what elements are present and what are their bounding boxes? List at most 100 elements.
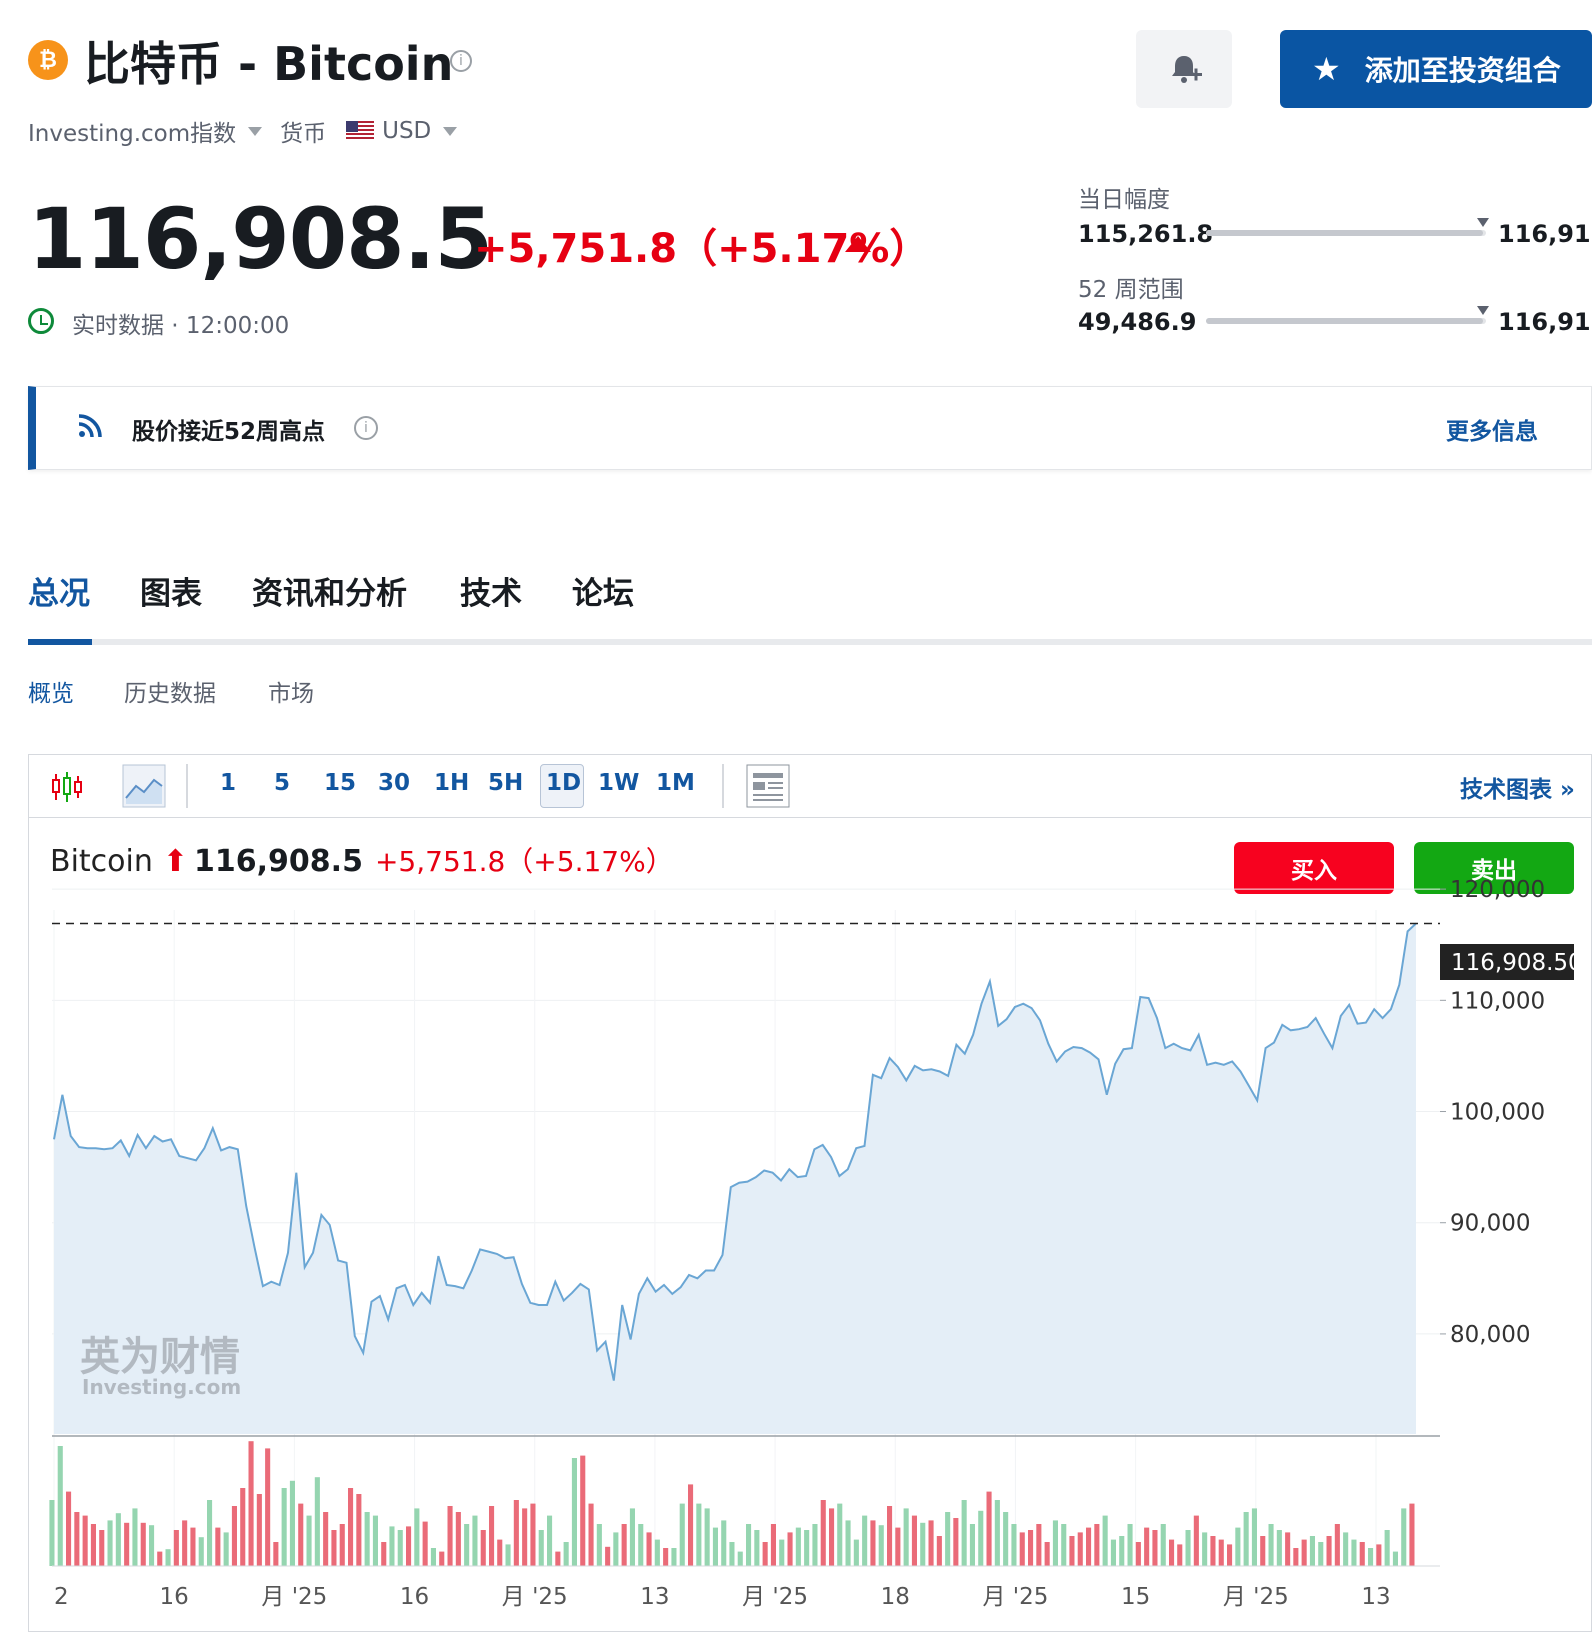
volume-bar	[1011, 1524, 1017, 1566]
volume-bar	[1003, 1512, 1009, 1566]
timeframe-15[interactable]: 15	[324, 770, 357, 796]
volume-bar	[1144, 1527, 1150, 1566]
chevron-down-icon[interactable]	[443, 126, 458, 136]
more-info-link[interactable]: 更多信息	[1446, 419, 1538, 445]
volume-bar	[372, 1515, 378, 1566]
volume-bar	[555, 1551, 561, 1566]
subtab-markets[interactable]: 市场	[268, 681, 314, 707]
volume-bar	[240, 1488, 246, 1566]
volume-bar	[1326, 1536, 1332, 1566]
y-tick-label: 110,000	[1450, 988, 1545, 1014]
last-price: 116,908.5	[28, 190, 493, 288]
volume-bar	[1193, 1515, 1199, 1566]
volume-bar	[1152, 1530, 1158, 1566]
buy-button[interactable]: 买入	[1234, 842, 1394, 894]
tab-divider	[28, 639, 1592, 645]
volume-bar	[66, 1491, 72, 1566]
volume-bar	[356, 1494, 362, 1566]
volume-bar	[381, 1542, 387, 1566]
volume-bar	[911, 1515, 917, 1566]
x-tick-label: 月 '25	[502, 1584, 568, 1610]
volume-bar	[837, 1503, 843, 1566]
tab-technical[interactable]: 技术	[460, 576, 522, 612]
add-to-portfolio-button[interactable]: ★ 添加至投资组合	[1280, 30, 1592, 108]
volume-bar	[339, 1524, 345, 1566]
volume-bar	[1028, 1530, 1034, 1566]
volume-bar	[754, 1530, 760, 1566]
subtab-overview[interactable]: 概览	[28, 681, 74, 707]
area-chart-icon[interactable]	[122, 764, 166, 812]
volume-bar	[198, 1537, 204, 1566]
volume-bar	[207, 1500, 213, 1566]
currency-selector[interactable]: USD	[382, 118, 432, 144]
volume-bar	[563, 1542, 569, 1566]
timeframe-5h[interactable]: 5H	[488, 770, 524, 796]
timeframe-1m[interactable]: 1M	[656, 770, 695, 796]
meta-row: Investing.com指数 货币 USD	[28, 114, 475, 148]
subtab-historical-data[interactable]: 历史数据	[124, 681, 216, 707]
us-flag-icon	[346, 121, 375, 141]
candlestick-icon[interactable]	[50, 770, 86, 808]
news-overlay-icon[interactable]	[746, 764, 790, 812]
volume-bar	[513, 1500, 519, 1566]
volume-bar	[422, 1521, 428, 1566]
volume-bar	[820, 1500, 826, 1566]
volume-bar	[737, 1551, 743, 1566]
volume-bar	[596, 1524, 602, 1566]
y-tick-label: 120,000	[1450, 877, 1545, 903]
volume-bar	[994, 1500, 1000, 1566]
index-selector[interactable]: Investing.com指数	[28, 121, 237, 147]
chart-change: +5,751.8（+5.17%）	[374, 845, 674, 878]
volume-bar	[182, 1520, 188, 1566]
bell-plus-icon	[1172, 56, 1202, 83]
volume-bar	[364, 1512, 370, 1566]
volume-bar	[323, 1512, 329, 1566]
volume-bar	[49, 1500, 55, 1566]
day-range-low: 115,261.8	[1078, 220, 1214, 248]
volume-bar	[1110, 1539, 1116, 1566]
info-icon[interactable]: i	[450, 50, 472, 72]
add-alert-button[interactable]	[1136, 30, 1232, 108]
volume-bar	[1102, 1515, 1108, 1566]
volume-bar	[1401, 1508, 1407, 1566]
volume-bar	[928, 1520, 934, 1566]
chart-toolbar	[28, 754, 1592, 818]
timeframe-5[interactable]: 5	[274, 770, 291, 796]
price-area-fill	[54, 923, 1416, 1434]
current-price-label: 116,908.50	[1451, 950, 1583, 976]
volume-bar	[936, 1536, 942, 1566]
volume-bar	[1368, 1548, 1374, 1566]
x-tick-label: 月 '25	[1223, 1584, 1289, 1610]
timeframe-1d[interactable]: 1D	[546, 770, 582, 796]
volume-bar	[953, 1518, 959, 1566]
timeframe-1w[interactable]: 1W	[598, 770, 640, 796]
volume-bar	[853, 1539, 859, 1566]
volume-bar	[629, 1508, 635, 1566]
tab-overview[interactable]: 总况	[28, 576, 90, 612]
week52-range-low: 49,486.9	[1078, 308, 1197, 336]
volume-bar	[90, 1524, 96, 1566]
volume-bar	[1135, 1542, 1141, 1566]
timeframe-1h[interactable]: 1H	[434, 770, 470, 796]
volume-bar	[248, 1441, 254, 1566]
timeframe-1[interactable]: 1	[220, 770, 237, 796]
chevron-down-icon[interactable]	[248, 126, 263, 136]
volume-bar	[256, 1494, 262, 1566]
tab-chart[interactable]: 图表	[140, 576, 202, 612]
volume-bar	[149, 1525, 155, 1566]
volume-bar	[99, 1530, 105, 1566]
info-icon[interactable]: i	[354, 416, 378, 440]
volume-bar	[1227, 1544, 1233, 1566]
volume-bar	[903, 1508, 909, 1566]
sell-button[interactable]: 卖出	[1414, 842, 1574, 894]
volume-bar	[787, 1532, 793, 1566]
volume-bar	[1052, 1520, 1058, 1566]
volume-bar	[920, 1522, 926, 1566]
volume-bar	[1069, 1536, 1075, 1566]
tab-news-analysis[interactable]: 资讯和分析	[252, 576, 407, 612]
technical-chart-link[interactable]: 技术图表 »	[1460, 777, 1575, 803]
tab-forum[interactable]: 论坛	[572, 576, 634, 612]
timeframe-30[interactable]: 30	[378, 770, 411, 796]
currency-label: 货币	[280, 121, 327, 147]
